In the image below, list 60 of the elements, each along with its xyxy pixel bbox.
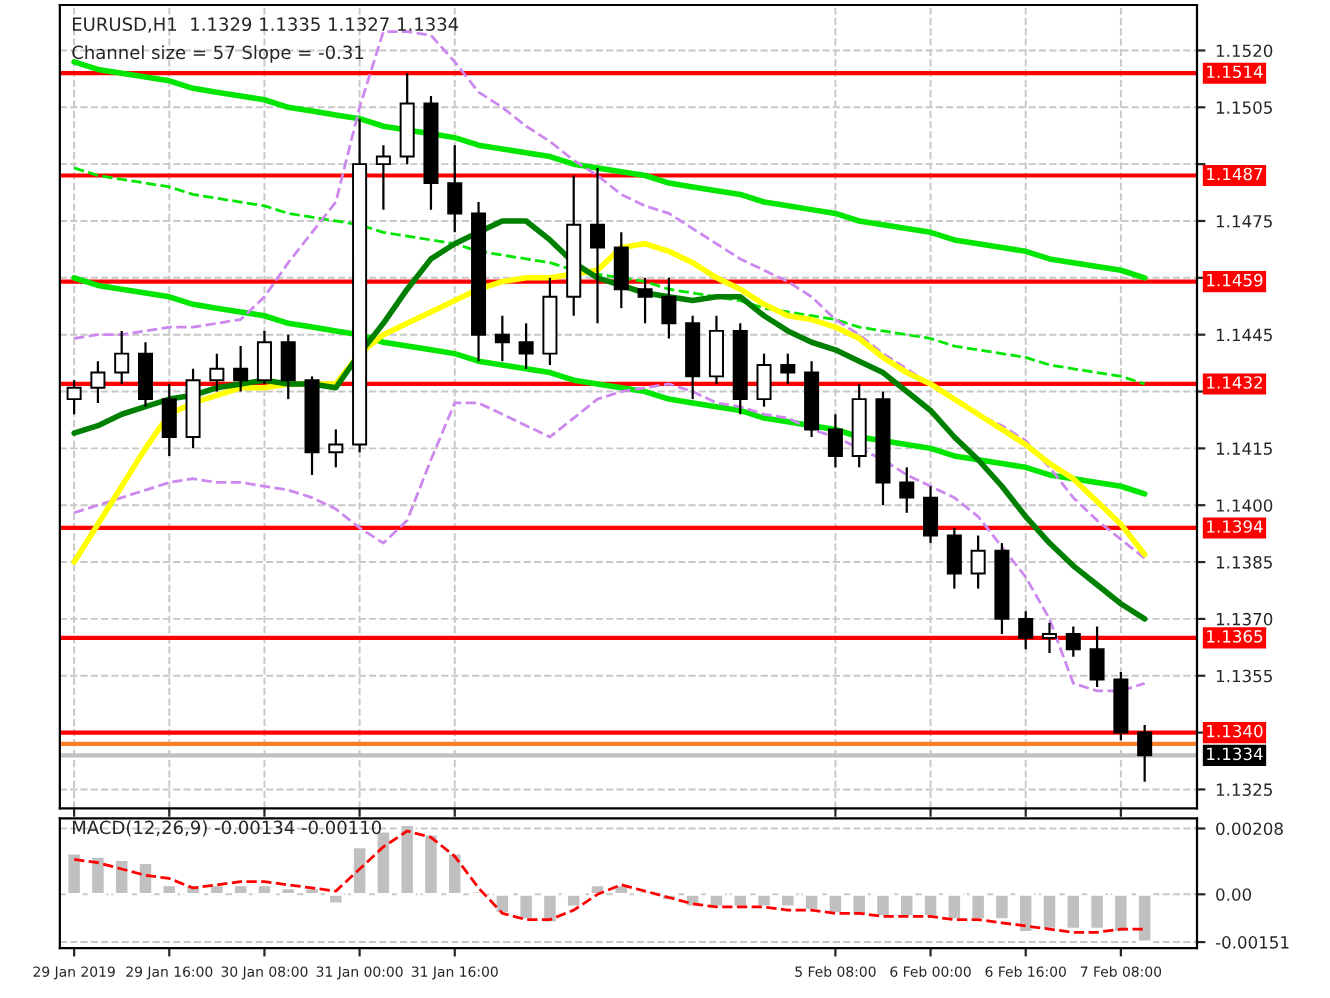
chart-title: MACD(12,26,9) -0.00134 -0.00110: [72, 820, 381, 837]
ref-line-label: 1.1340: [1207, 724, 1263, 738]
candlestick: [923, 485, 939, 545]
candlestick: [756, 352, 772, 408]
y-tick-label: 1.1505: [1216, 101, 1272, 114]
candlestick: [161, 382, 177, 458]
ref-line-label: 1.1487: [1207, 167, 1263, 181]
candlestick: [256, 329, 272, 386]
line-series: [72, 30, 1147, 560]
y-tick-label: 1.1520: [1216, 44, 1273, 58]
ref-line-label: 1.1334: [1207, 747, 1263, 761]
line-series: [72, 382, 1147, 693]
candlestick: [899, 466, 915, 514]
candlestick: [780, 352, 796, 386]
candlestick: [1065, 625, 1081, 658]
candlestick: [1018, 610, 1034, 651]
candlestick: [708, 314, 724, 386]
annotation: Channel size = 57 Slope = -0.31: [72, 45, 364, 63]
candlestick: [589, 166, 606, 325]
ref-line-label: 1.1394: [1207, 520, 1263, 533]
candlestick: [518, 322, 534, 370]
y-tick-label: 1.1385: [1216, 556, 1272, 569]
candlestick: [280, 333, 296, 401]
candlestick: [137, 341, 154, 408]
text: EURUSD,H1 1.1329 1.1335 1.1327 1.1334: [72, 17, 459, 33]
y-tick-label: -0.00151: [1215, 936, 1289, 949]
candlestick: [661, 276, 677, 340]
candlestick: [946, 526, 962, 590]
candlestick: [494, 314, 510, 363]
candlestick: [90, 360, 106, 405]
candlestick: [1089, 625, 1105, 689]
candlestick: [209, 352, 225, 393]
candlestick: [328, 428, 344, 469]
candlestick: [375, 144, 391, 211]
y-tick-label: 1.1445: [1216, 328, 1272, 342]
y-tick-label: 1.1355: [1216, 669, 1272, 683]
candlestick: [233, 344, 249, 393]
candlestick: [1041, 621, 1058, 655]
candlestick: [827, 413, 843, 469]
y-tick-label: 1.1475: [1216, 215, 1272, 228]
y-tick-label: 1.1370: [1216, 612, 1273, 626]
candlestick: [114, 329, 130, 386]
candlestick: [613, 231, 629, 310]
y-tick-label: 0.00208: [1216, 822, 1283, 836]
ref-line-label: 1.1432: [1207, 376, 1262, 389]
y-tick-label: 1.1325: [1216, 783, 1272, 796]
ref-line-label: 1.1459: [1207, 273, 1263, 287]
line-series: [71, 59, 1148, 281]
candlestick: [447, 144, 463, 234]
ref-line-label: 1.1365: [1207, 630, 1263, 643]
y-tick-label: 1.1400: [1216, 499, 1273, 512]
candlestick: [66, 379, 82, 416]
y-tick-label: 0.00: [1216, 888, 1252, 901]
candlestick: [1137, 723, 1153, 783]
ref-line-label: 1.1514: [1207, 65, 1263, 79]
y-tick-label: 1.1415: [1216, 442, 1272, 455]
line-series: [72, 166, 1147, 386]
candlestick: [637, 276, 653, 325]
line-series: [71, 218, 1148, 622]
candlestick: [970, 534, 986, 590]
